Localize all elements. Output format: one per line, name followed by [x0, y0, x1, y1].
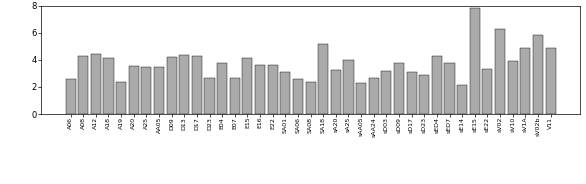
- Bar: [103, 59, 114, 114]
- Bar: [356, 83, 366, 114]
- Bar: [318, 44, 328, 114]
- Bar: [457, 85, 467, 114]
- Bar: [179, 55, 189, 114]
- Bar: [217, 63, 227, 114]
- Bar: [280, 72, 291, 114]
- Bar: [381, 71, 391, 114]
- Bar: [419, 75, 430, 114]
- Bar: [255, 65, 265, 114]
- Bar: [293, 79, 303, 114]
- Bar: [369, 78, 379, 114]
- Bar: [192, 56, 202, 114]
- Bar: [343, 60, 353, 114]
- Bar: [66, 79, 76, 114]
- Bar: [533, 35, 543, 114]
- Bar: [230, 78, 240, 114]
- Bar: [331, 70, 341, 114]
- Bar: [394, 63, 404, 114]
- Bar: [268, 65, 278, 114]
- Bar: [116, 82, 126, 114]
- Bar: [444, 63, 455, 114]
- Bar: [243, 59, 253, 114]
- Bar: [78, 56, 88, 114]
- Bar: [507, 61, 518, 114]
- Bar: [495, 29, 505, 114]
- Bar: [432, 56, 442, 114]
- Bar: [154, 67, 164, 114]
- Bar: [141, 67, 151, 114]
- Bar: [470, 8, 480, 114]
- Bar: [91, 54, 101, 114]
- Bar: [129, 66, 139, 114]
- Bar: [166, 57, 177, 114]
- Bar: [482, 69, 492, 114]
- Bar: [546, 48, 556, 114]
- Bar: [407, 72, 417, 114]
- Bar: [205, 78, 214, 114]
- Bar: [520, 48, 530, 114]
- Bar: [305, 82, 316, 114]
